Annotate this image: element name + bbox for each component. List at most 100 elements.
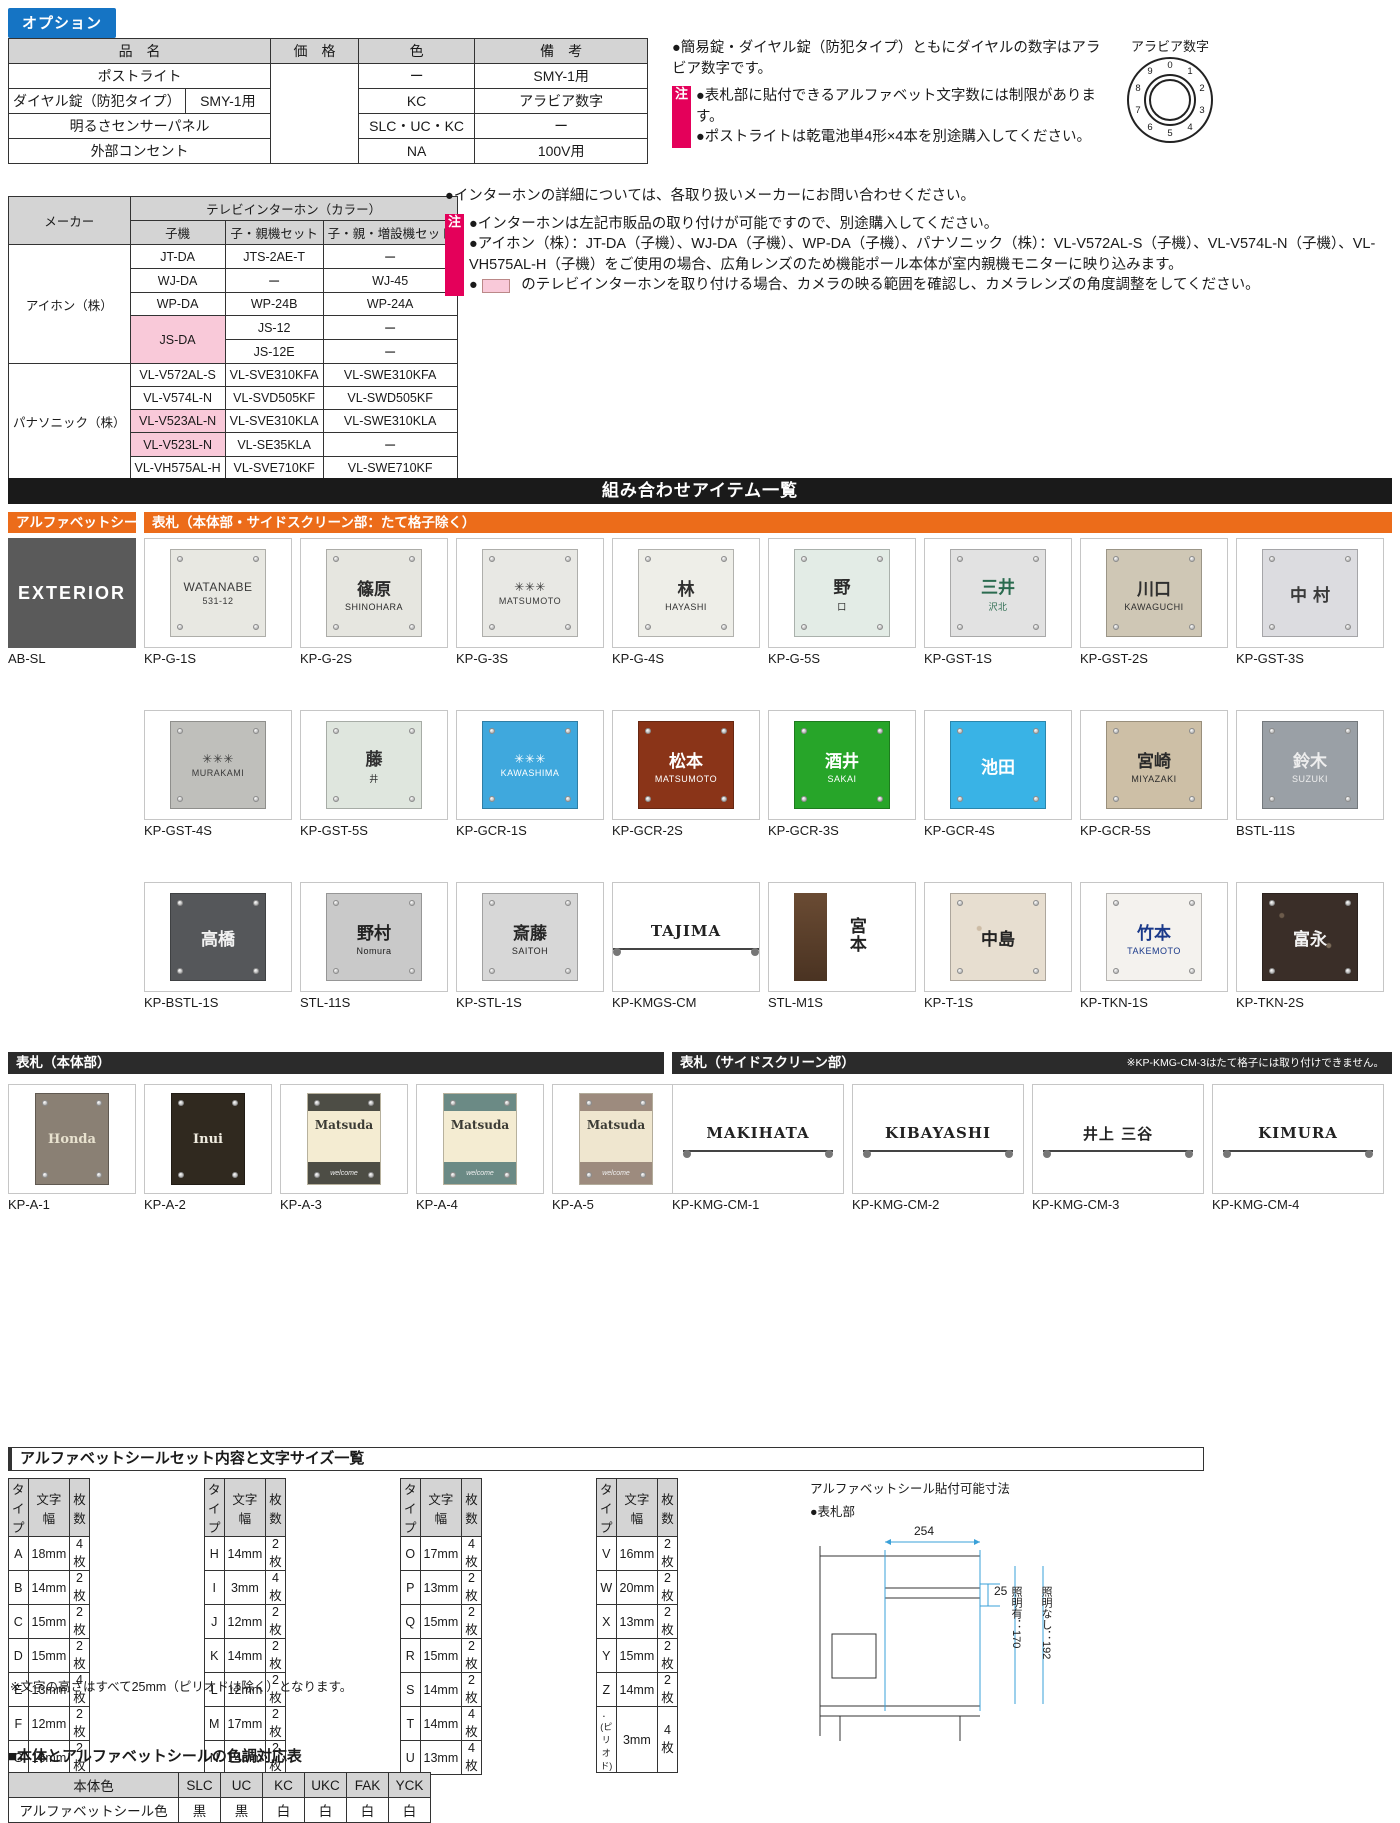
product-stl-m1s[interactable]: 宮本 STL-M1S (768, 882, 916, 1010)
color-correspondence-table: 本体色 SLC UC KC UKC FAK YCK アルファベットシール色 黒 … (8, 1772, 431, 1823)
product-code: KP-A-5 (552, 1197, 594, 1212)
product-kp-g-5s[interactable]: 野口 KP-G-5S (768, 538, 916, 666)
product-kp-g-3s[interactable]: ✳✳✳ MATSUMOTO KP-G-3S (456, 538, 604, 666)
product-image: 篠原 SHINOHARA (300, 538, 448, 648)
table-row: P 13mm 2枚 (400, 1570, 482, 1605)
table-row: W 20mm 2枚 (596, 1570, 678, 1605)
product-kp-gcr-5s[interactable]: 宮崎 MIYAZAKI KP-GCR-5S (1080, 710, 1228, 838)
product-code: BSTL-11S (1236, 823, 1296, 838)
cell-color: ー (357, 63, 476, 89)
product-kp-a-3[interactable]: welcome Matsuda KP-A-3 (280, 1084, 408, 1212)
product-kp-kmg-cm-1[interactable]: MAKIHATA KP-KMG-CM-1 (672, 1084, 844, 1212)
table-row: Z 14mm 2枚 (596, 1672, 678, 1707)
product-kp-gst-5s[interactable]: 藤井 KP-GST-5S (300, 710, 448, 838)
alphabet-table-block-4: タイプ 文字幅 枚数 V 16mm 2枚 W 20mm 2枚 X 13mm 2枚 Y 15mm 2枚 Z 14m… (596, 1478, 678, 1773)
col-width: 文字幅 (615, 1478, 659, 1537)
product-kp-g-4s[interactable]: 林 HAYASHI KP-G-4S (612, 538, 760, 666)
product-kp-g-2s[interactable]: 篠原 SHINOHARA KP-G-2S (300, 538, 448, 666)
alphabet-table: タイプ 文字幅 枚数 O 17mm 4枚 P 13mm 2枚 Q 15mm 2枚 R 15mm 2枚 S 14m… (400, 1478, 482, 1775)
cell-type: H (204, 1536, 225, 1571)
cell-ext: WJ-45 (322, 268, 458, 293)
cell-width: 15mm (27, 1638, 71, 1673)
product-image: ✳✳✳ MURAKAMI (144, 710, 292, 820)
product-kp-kmg-cm-2[interactable]: KIBAYASHI KP-KMG-CM-2 (852, 1084, 1024, 1212)
intercom-caution-block: 注 ●インターホンは左記市販品の取り付けが可能ですので、別途購入してください。 … (445, 213, 1395, 296)
product-kp-kmg-cm-3[interactable]: 井上 三谷 KP-KMG-CM-3 (1032, 1084, 1204, 1212)
cell-width: 14mm (223, 1536, 267, 1571)
table-row: B 14mm 2枚 (8, 1570, 90, 1605)
dimension-svg (819, 1539, 1044, 1741)
product-image: welcome Matsuda (416, 1084, 544, 1194)
product-bstl-11s[interactable]: 鈴木 SUZUKI BSTL-11S (1236, 710, 1384, 838)
product-kp-a-5[interactable]: welcome Matsuda KP-A-5 (552, 1084, 680, 1212)
caution-body: ●インターホンは左記市販品の取り付けが可能ですので、別途購入してください。 ●ア… (464, 214, 1395, 296)
product-kp-t-1s[interactable]: 中島 KP-T-1S (924, 882, 1072, 1010)
table-header-row: タイプ 文字幅 枚数 (596, 1478, 678, 1537)
product-ab-sl[interactable]: EXTERIOR AB-SL (8, 538, 136, 666)
product-kp-stl-1s[interactable]: 斎藤 SAITOH KP-STL-1S (456, 882, 604, 1010)
cell-width: 20mm (615, 1570, 659, 1605)
color-value: 白 (346, 1797, 389, 1823)
cell-set: VL-SVE310KLA (224, 409, 324, 433)
product-kp-gcr-1s[interactable]: ✳✳✳ KAWASHIMA KP-GCR-1S (456, 710, 604, 838)
product-image: ✳✳✳ MATSUMOTO (456, 538, 604, 648)
table-row: 明るさセンサーパネル SLC・UC・KC ー (7, 113, 648, 139)
product-stl-11s[interactable]: 野村 Nomura STL-11S (300, 882, 448, 1010)
product-kp-gcr-4s[interactable]: 池田 KP-GCR-4S (924, 710, 1072, 838)
product-code: KP-A-1 (8, 1197, 50, 1212)
product-kp-g-1s[interactable]: WATANABE 531-12 KP-G-1S (144, 538, 292, 666)
dial-digit: 3 (1199, 105, 1205, 116)
cell-type: Z (596, 1672, 617, 1707)
cell-count: 4枚 (265, 1570, 286, 1605)
cell-type: X (596, 1604, 617, 1639)
product-kp-a-4[interactable]: welcome Matsuda KP-A-4 (416, 1084, 544, 1212)
dial-digit: 8 (1135, 83, 1141, 94)
product-kp-a-1[interactable]: Honda KP-A-1 (8, 1084, 136, 1212)
col-count: 枚数 (657, 1478, 678, 1537)
cell-count: 2枚 (461, 1570, 482, 1605)
dial-digit: 5 (1167, 128, 1173, 139)
dim-small-label: 25 (994, 1584, 1008, 1598)
color-code: SLC (178, 1772, 221, 1798)
caution-item-swatch-wrap: ● のテレビインターホンを取り付ける場合、カメラの映る範囲を確認し、カメラレンズ… (469, 275, 1395, 296)
cell-width: 15mm (615, 1638, 659, 1673)
cell-width: 18mm (27, 1536, 71, 1571)
col-color: 色 (357, 38, 476, 64)
product-image: 中島 (924, 882, 1072, 992)
product-kp-gcr-2s[interactable]: 松本 MATSUMOTO KP-GCR-2S (612, 710, 760, 838)
product-code: KP-TKN-2S (1236, 995, 1304, 1010)
cell-count: 2枚 (69, 1638, 90, 1673)
product-kp-gst-2s[interactable]: 川口 KAWAGUCHI KP-GST-2S (1080, 538, 1228, 666)
cell-type: V (596, 1536, 617, 1571)
color-value: 黒 (178, 1797, 221, 1823)
cell-set: VL-SVE710KF (224, 456, 324, 480)
cell-width: 12mm (27, 1706, 71, 1741)
col-child: 子機 (129, 220, 226, 245)
table-row: D 15mm 2枚 (8, 1638, 90, 1673)
product-kp-kmgs-cm[interactable]: TAJIMA KP-KMGS-CM (612, 882, 760, 1010)
product-image: 富永 (1236, 882, 1384, 992)
col-type: タイプ (8, 1478, 29, 1537)
product-image: KIMURA (1212, 1084, 1384, 1194)
dial-digit: 7 (1135, 105, 1141, 116)
col-maker: メーカー (8, 196, 131, 245)
cell-type: Y (596, 1638, 617, 1673)
cell-ext: ー (322, 244, 458, 269)
row-label-body-color: 本体色 (8, 1772, 179, 1798)
product-kp-bstl-1s[interactable]: 高橋 KP-BSTL-1S (144, 882, 292, 1010)
product-kp-kmg-cm-4[interactable]: KIMURA KP-KMG-CM-4 (1212, 1084, 1384, 1212)
product-kp-gst-3s[interactable]: 中 村 KP-GST-3S (1236, 538, 1384, 666)
product-image: 池田 (924, 710, 1072, 820)
cell-count: 4枚 (461, 1706, 482, 1741)
cell-set: JS-12 (224, 315, 324, 340)
product-kp-tkn-1s[interactable]: 竹本 TAKEMOTO KP-TKN-1S (1080, 882, 1228, 1010)
product-kp-gcr-3s[interactable]: 酒井 SAKAI KP-GCR-3S (768, 710, 916, 838)
product-kp-gst-1s[interactable]: 三井 沢北 KP-GST-1S (924, 538, 1072, 666)
product-kp-gst-4s[interactable]: ✳✳✳ MURAKAMI KP-GST-4S (144, 710, 292, 838)
product-kp-a-2[interactable]: Inui KP-A-2 (144, 1084, 272, 1212)
cell-width: 15mm (27, 1604, 71, 1639)
cell-count: 2枚 (69, 1706, 90, 1741)
cell-type: R (400, 1638, 421, 1673)
table-row: F 12mm 2枚 (8, 1706, 90, 1741)
product-kp-tkn-2s[interactable]: 富永 KP-TKN-2S (1236, 882, 1384, 1010)
